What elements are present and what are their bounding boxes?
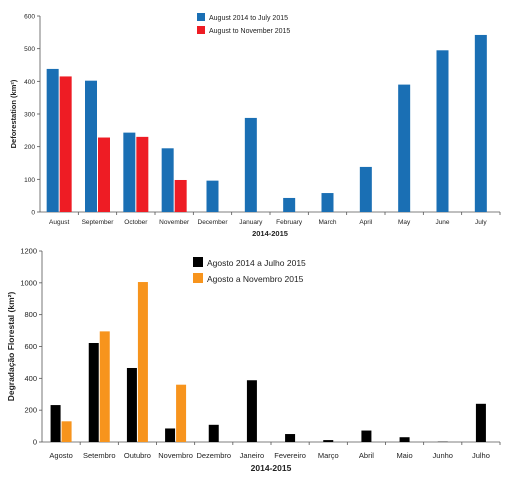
bar-series-1 — [436, 50, 449, 212]
deforestation-chart: 0 100 200 300 400 500 600 August September Octobe… — [9, 13, 501, 238]
bar-series-2 — [136, 136, 149, 212]
y-axis-title: Degradação Florestal (km²) — [6, 292, 16, 402]
x-tick-label: February — [276, 219, 303, 226]
x-tick-label: June — [435, 219, 449, 226]
bar-series-2 — [174, 179, 187, 212]
bar-series-2 — [176, 384, 187, 442]
x-tick-label: Março — [318, 451, 339, 460]
bar-series-1 — [50, 405, 61, 442]
bar-series-1 — [398, 84, 411, 212]
x-tick-label: October — [124, 219, 148, 226]
y-tick-label: 0 — [33, 438, 37, 447]
legend-label: August to November 2015 — [209, 28, 290, 35]
legend-swatch — [197, 13, 205, 21]
bar-series-1 — [399, 437, 410, 442]
x-tick-label: January — [239, 219, 263, 226]
x-tick-label: Setembro — [83, 451, 116, 460]
bar-series-1 — [206, 180, 219, 212]
y-tick-label: 500 — [24, 46, 35, 53]
x-tick-label: March — [318, 219, 336, 226]
bar-series-1 — [123, 132, 136, 212]
bar-series-1 — [475, 403, 486, 442]
bar-series-1 — [283, 197, 296, 212]
bar-series-1 — [359, 166, 372, 212]
legend-label: Agosto 2014 a Julho 2015 — [207, 258, 306, 268]
x-tick-label: Outubro — [124, 451, 151, 460]
bar-series-1 — [361, 430, 372, 442]
y-tick-label: 300 — [24, 112, 35, 119]
x-tick-label: Fevereiro — [274, 451, 306, 460]
degradation-chart: 0 200 400 600 800 1000 1200 Agosto Setembro Outub… — [6, 247, 501, 473]
legend-swatch — [193, 273, 203, 283]
bar-series-1 — [46, 68, 59, 212]
legend-swatch — [193, 257, 203, 267]
y-tick-label: 1200 — [20, 247, 37, 256]
y-tick-label: 600 — [24, 342, 37, 351]
x-tick-label: Novembro — [158, 451, 193, 460]
bar-series-2 — [61, 421, 72, 442]
x-tick-label: Maio — [396, 451, 412, 460]
bar-series-2 — [137, 282, 148, 442]
x-tick-label: November — [159, 219, 190, 226]
y-tick-label: 200 — [24, 406, 37, 415]
y-tick-label: 600 — [24, 14, 35, 21]
bar-series-2 — [98, 137, 110, 212]
y-tick-label: 200 — [24, 144, 35, 151]
y-tick-label: 0 — [31, 210, 35, 217]
x-tick-label: Abril — [359, 451, 374, 460]
bar-series-1 — [321, 193, 334, 212]
x-tick-label: April — [359, 219, 373, 226]
x-tick-label: Agosto — [49, 451, 72, 460]
bar-series-2 — [99, 331, 110, 442]
x-tick-label: September — [82, 219, 115, 226]
bar-series-1 — [285, 434, 296, 442]
bar-series-1 — [88, 342, 99, 442]
x-tick-label: August — [49, 219, 69, 226]
legend-swatch — [197, 26, 205, 34]
y-tick-label: 1000 — [20, 278, 37, 287]
bar-series-1 — [161, 148, 174, 212]
x-tick-label: Junho — [433, 451, 453, 460]
bar-series-1 — [85, 80, 97, 213]
bar-series-1 — [323, 440, 334, 442]
legend-label: August 2014 to July 2015 — [209, 15, 288, 22]
x-tick-label: Julho — [472, 451, 490, 460]
x-tick-label: Janeiro — [240, 451, 265, 460]
x-axis-title: 2014-2015 — [251, 463, 292, 473]
x-tick-label: Dezembro — [196, 451, 231, 460]
bar-series-1 — [126, 367, 137, 442]
x-tick-label: May — [398, 219, 411, 226]
x-tick-label: December — [198, 219, 229, 226]
y-tick-label: 800 — [24, 310, 37, 319]
x-tick-label: July — [475, 219, 487, 226]
bar-series-1 — [244, 117, 257, 212]
legend-label: Agosto a Novembro 2015 — [207, 274, 304, 284]
bar-series-1 — [208, 424, 219, 442]
y-axis-title: Deforestation (km²) — [9, 79, 18, 148]
bar-series-2 — [59, 76, 72, 212]
y-tick-label: 400 — [24, 374, 37, 383]
bar-series-1 — [165, 428, 176, 442]
bar-series-1 — [246, 380, 257, 442]
x-axis-title: 2014-2015 — [252, 229, 288, 238]
y-tick-label: 100 — [24, 177, 35, 184]
y-tick-label: 400 — [24, 79, 35, 86]
bar-series-1 — [474, 34, 487, 212]
